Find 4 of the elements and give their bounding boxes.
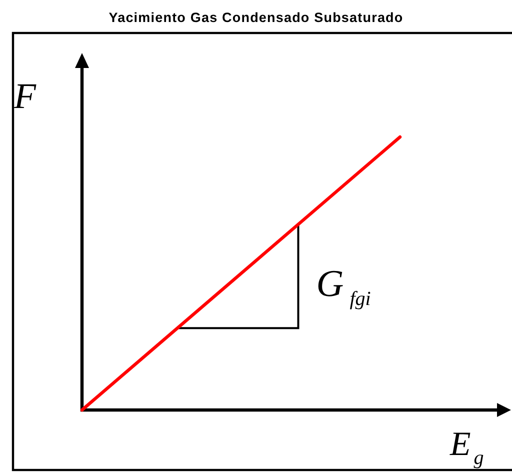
annotation: G$_{fgi}$ bbox=[316, 263, 371, 310]
chart-title: Yacimiento Gas Condensado Subsaturado bbox=[108, 10, 404, 25]
y-axis-title: F bbox=[13, 76, 37, 116]
x-axis-title: E$_{g}$ bbox=[449, 426, 484, 469]
